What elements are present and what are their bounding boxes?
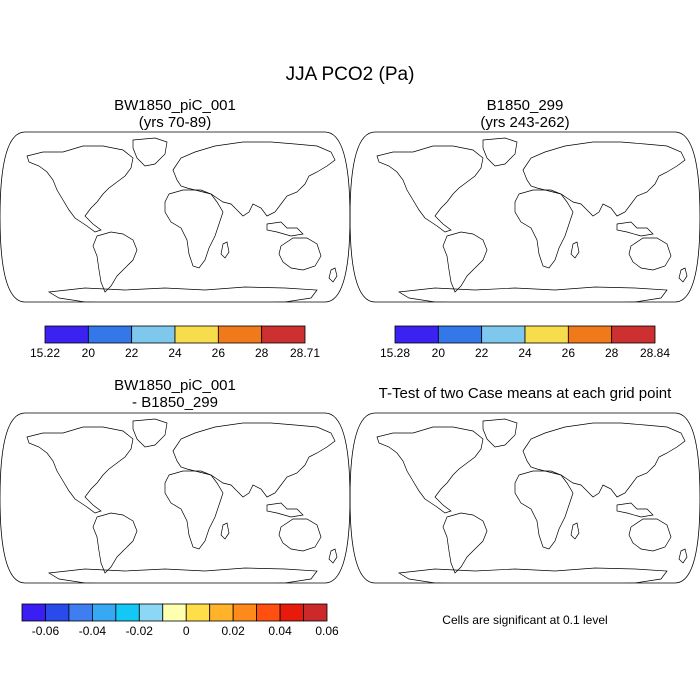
panel-title-line1: B1850_299 (486, 97, 564, 114)
colorbar-swatch (45, 603, 70, 622)
colorbar-tick-label: 28 (605, 346, 619, 360)
colorbar-tick-label: 22 (125, 346, 139, 360)
colorbar-swatch (394, 325, 439, 344)
colorbar-swatch (138, 603, 164, 622)
colorbar-swatch (68, 603, 93, 622)
colorbar-tick-label: 0.06 (315, 624, 339, 638)
colorbar-swatch (279, 603, 304, 622)
colorbar-top-right: 15.28 20 22 24 26 28 28.84 (380, 325, 670, 360)
colorbar-swatch (131, 325, 176, 344)
colorbar-swatch (261, 325, 306, 344)
panel-title-bottom-left: BW1850_piC_001 - B1850_299 (25, 377, 325, 411)
map-outline (0, 412, 351, 584)
colorbar-tick-label: 28.71 (290, 346, 320, 360)
colorbar-bottom-left: -0.06 -0.04 -0.02 0 0.02 0.04 0.06 (21, 603, 339, 638)
colorbar-swatch (256, 603, 281, 622)
panel-title-top-left: BW1850_piC_001 (yrs 70-89) (25, 97, 325, 131)
panel-title-line2: (yrs 70-89) (138, 114, 212, 131)
colorbar-tick-label: -0.04 (79, 624, 107, 638)
colorbar-swatch (611, 325, 656, 344)
figure-title: JJA PCO2 (Pa) (285, 64, 415, 85)
panel-title-bottom-right: T-Test of two Case means at each grid po… (355, 385, 695, 402)
colorbar-swatch (217, 325, 263, 344)
colorbar-swatch (87, 325, 133, 344)
land-field-base (27, 138, 337, 302)
colorbar-top-left: 15.22 20 22 24 26 28 28.71 (30, 325, 320, 360)
colorbar-tick-label: 0.04 (268, 624, 292, 638)
map-outline (349, 412, 700, 584)
colorbar-tick-label: 15.28 (380, 346, 410, 360)
panel-title-line2: - B1850_299 (132, 394, 218, 411)
colorbar-tick-label: 0 (183, 624, 190, 638)
colorbar-tick-label: 28 (255, 346, 269, 360)
panel-title-line1: BW1850_piC_001 (114, 97, 236, 114)
panel-title-top-right: B1850_299 (yrs 243-262) (375, 97, 675, 131)
colorbar-tick-label: 24 (168, 346, 182, 360)
colorbar-tick-label: 26 (562, 346, 576, 360)
map-outline (349, 131, 700, 303)
panel-title-line1: T-Test of two Case means at each grid po… (378, 385, 672, 402)
colorbar-swatch (115, 603, 140, 622)
colorbar-swatch (437, 325, 483, 344)
colorbar-swatch (21, 603, 46, 622)
colorbar-swatch (209, 603, 234, 622)
panel-title-line2: (yrs 243-262) (480, 114, 570, 131)
land-field-base (377, 419, 687, 583)
colorbar-swatch (174, 325, 219, 344)
colorbar-tick-label: 20 (432, 346, 446, 360)
colorbar-tick-label: -0.06 (32, 624, 60, 638)
panel-title-line1: BW1850_piC_001 (114, 377, 236, 394)
map-panel-top-left (0, 131, 351, 303)
colorbar-swatch (44, 325, 89, 344)
significance-note: Cells are significant at 0.1 level (442, 613, 608, 627)
colorbar-swatch (91, 603, 117, 622)
colorbar-swatch (232, 603, 258, 622)
colorbar-swatch (567, 325, 613, 344)
land-field-base (27, 419, 337, 583)
map-outline (0, 131, 351, 303)
colorbar-tick-label: 0.02 (221, 624, 245, 638)
land-field-base (377, 138, 687, 302)
map-panel-bottom-right (349, 412, 700, 584)
colorbar-swatch (303, 603, 328, 622)
colorbar-tick-label: -0.02 (126, 624, 154, 638)
map-panel-top-right (349, 131, 700, 303)
colorbar-tick-label: 15.22 (30, 346, 60, 360)
colorbar-swatch (185, 603, 211, 622)
map-panel-bottom-left (0, 412, 351, 584)
colorbar-swatch (481, 325, 526, 344)
colorbar-tick-label: 28.84 (640, 346, 670, 360)
colorbar-tick-label: 22 (475, 346, 489, 360)
colorbar-tick-label: 24 (518, 346, 532, 360)
colorbar-swatch (162, 603, 187, 622)
colorbar-swatch (524, 325, 569, 344)
colorbar-tick-label: 26 (212, 346, 226, 360)
colorbar-tick-label: 20 (82, 346, 96, 360)
